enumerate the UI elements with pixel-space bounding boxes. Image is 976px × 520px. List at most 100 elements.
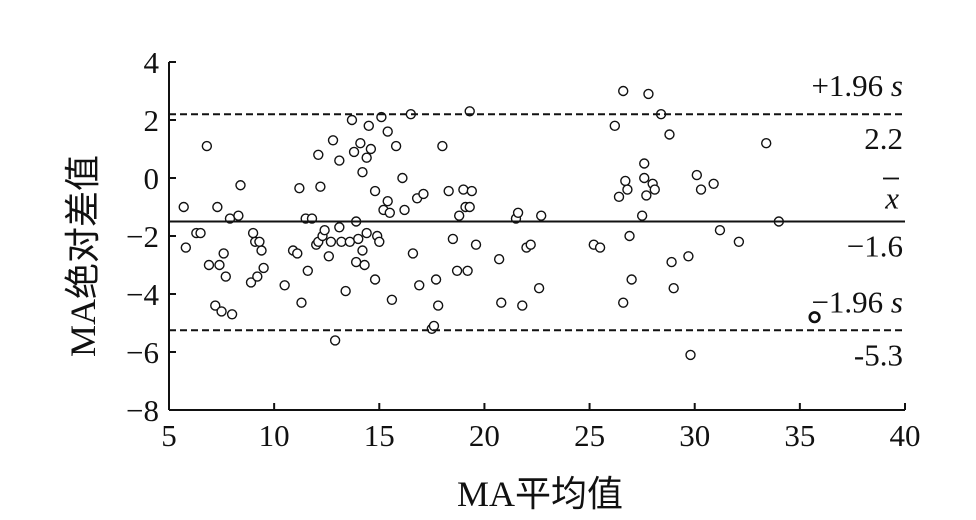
- data-point: [496, 297, 507, 308]
- data-point: [292, 248, 303, 259]
- data-point: [252, 271, 263, 282]
- data-point: [414, 280, 425, 291]
- data-point: [464, 201, 475, 213]
- data-point: [714, 224, 726, 236]
- mean-label: x: [884, 181, 899, 216]
- data-point: [180, 242, 192, 253]
- data-point: [344, 236, 356, 248]
- data-point: [664, 129, 675, 140]
- data-point: [218, 248, 229, 259]
- data-point: [525, 239, 536, 250]
- x-tick-label: 5: [161, 418, 177, 453]
- data-point: [254, 236, 265, 248]
- data-point: [609, 120, 621, 132]
- data-point: [620, 175, 631, 187]
- data-point: [247, 227, 259, 239]
- data-point: [361, 227, 372, 239]
- data-point: [390, 140, 402, 152]
- data-point: [258, 262, 269, 274]
- data-point: [708, 178, 719, 190]
- data-point: [319, 224, 330, 236]
- data-point: [334, 155, 345, 166]
- data-point: [643, 88, 654, 100]
- x-tick-label: 10: [259, 418, 290, 453]
- data-point: [201, 140, 213, 152]
- ref-labels: +1.96 s 2.2 x −1.6 −1.96 s -5.3: [811, 68, 903, 372]
- data-point: [212, 201, 223, 213]
- data-point: [691, 169, 703, 181]
- data-point: [220, 271, 231, 282]
- data-point: [329, 335, 341, 346]
- data-point: [466, 185, 478, 197]
- data-point: [683, 251, 694, 262]
- data-point: [302, 265, 313, 276]
- limit-symbol: s: [891, 284, 903, 319]
- data-point: [618, 297, 629, 308]
- data-point: [235, 180, 246, 191]
- x-tick-label: 15: [364, 418, 395, 453]
- data-point: [315, 181, 326, 192]
- data-point: [639, 158, 650, 169]
- data-point: [462, 265, 473, 276]
- outlier-point: [808, 311, 821, 324]
- data-point: [350, 256, 362, 268]
- data-point: [365, 143, 377, 155]
- data-point: [369, 185, 381, 197]
- data-point: [296, 297, 307, 308]
- data-point: [397, 172, 408, 184]
- data-point: [443, 185, 454, 197]
- data-point: [382, 126, 393, 137]
- data-point: [639, 172, 650, 184]
- data-point: [407, 248, 419, 259]
- data-point: [357, 166, 368, 178]
- limit-coefficient: +1.96: [811, 68, 890, 103]
- data-point: [216, 306, 227, 317]
- data-point: [695, 184, 707, 195]
- y-tick-label: −2: [126, 219, 159, 254]
- data-point: [641, 190, 652, 201]
- data-point: [432, 300, 444, 311]
- data-point: [685, 349, 696, 361]
- data-point: [594, 242, 606, 253]
- x-tick-label: 30: [679, 418, 710, 453]
- data-point: [382, 195, 393, 207]
- data-point: [493, 254, 505, 265]
- data-point: [626, 274, 637, 285]
- limit-symbol: s: [891, 68, 903, 103]
- data-point: [512, 207, 524, 219]
- data-point: [369, 274, 381, 285]
- data-point: [536, 210, 547, 221]
- data-point: [363, 120, 374, 132]
- data-point: [214, 259, 225, 271]
- data-point: [353, 233, 364, 245]
- data-point: [451, 265, 463, 276]
- y-tick-label: −6: [126, 335, 159, 370]
- data-point: [533, 283, 545, 294]
- data-point: [624, 230, 635, 242]
- mean-value-label: −1.6: [847, 229, 903, 264]
- data-point: [470, 239, 482, 250]
- data-point: [327, 135, 339, 146]
- data-point: [418, 188, 429, 200]
- data-point: [374, 236, 385, 248]
- data-point: [203, 259, 215, 271]
- x-tick-label: 40: [890, 418, 921, 453]
- reference-lines: [169, 113, 905, 332]
- upper-limit-value: 2.2: [864, 121, 903, 156]
- data-point: [458, 184, 469, 195]
- data-point: [359, 259, 370, 271]
- data-point: [649, 184, 660, 195]
- data-point: [233, 210, 244, 221]
- data-point: [733, 236, 745, 248]
- data-point: [399, 204, 410, 216]
- data-point: [618, 85, 629, 97]
- data-point: [245, 277, 257, 288]
- data-point: [313, 149, 324, 161]
- data-point: [357, 245, 368, 256]
- y-tick-label: −4: [126, 277, 159, 312]
- data-point: [437, 140, 448, 152]
- data-point: [325, 236, 337, 248]
- data-point: [430, 274, 442, 285]
- y-tick-label: 4: [144, 45, 160, 80]
